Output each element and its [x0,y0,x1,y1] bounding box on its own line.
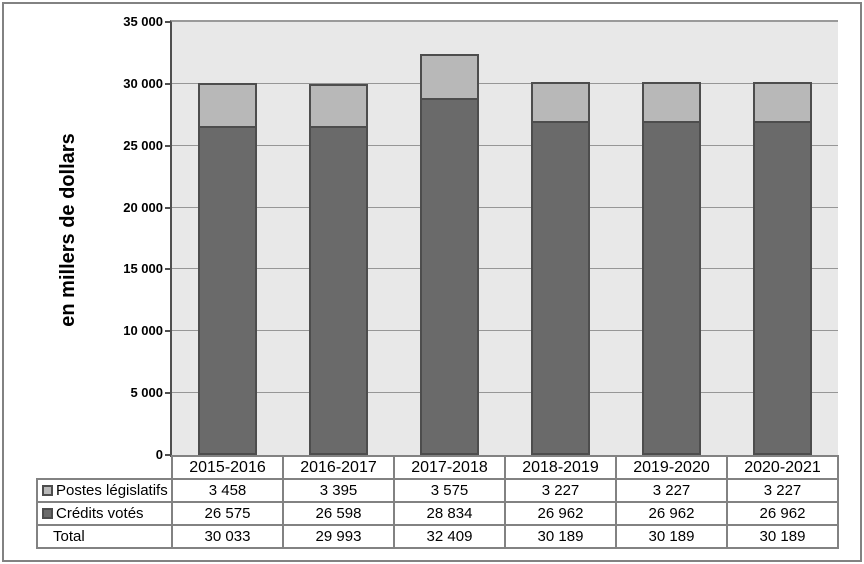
bar-segment-postes-legislatifs-2017-2018 [420,54,479,101]
y-axis-tickmark [165,206,170,209]
value-cell: 3 458 [171,478,284,503]
y-axis-tickmark [165,268,170,271]
plot-inner [172,22,838,455]
y-axis-tickmark [165,82,170,85]
y-axis-tick-label: 30 000 [123,75,163,91]
value-cell: 3 575 [393,478,506,503]
gridline [172,268,838,270]
table-header-row: 2015-2016 2016-2017 2017-2018 2018-2019 2019… [37,455,839,480]
value-cell: 30 033 [171,524,284,549]
y-axis-tickmark [165,144,170,147]
bar-segment-postes-legislatifs-2016-2017 [309,83,368,128]
y-axis-tickmark [165,330,170,333]
bar-segment-credits-votes-2019-2020 [642,121,701,455]
y-axis-label: en millers de dollars [57,133,79,327]
value-cell: 26 962 [504,501,617,526]
bar-segment-credits-votes-2015-2016 [198,126,257,455]
gridline [172,392,838,394]
value-cell: 32 409 [393,524,506,549]
column-header-2018-2019: 2018-2019 [504,455,617,480]
value-cell: 3 227 [615,478,728,503]
bar-segment-credits-votes-2020-2021 [753,121,812,455]
value-cell: 30 189 [615,524,728,549]
column-header-2020-2021: 2020-2021 [726,455,839,480]
y-axis-tickmark [165,454,170,456]
y-axis-tick-label: 5 000 [130,385,163,401]
value-cell: 26 575 [171,501,284,526]
value-cell: 3 395 [282,478,395,503]
y-axis-tick-label: 10 000 [123,323,163,339]
gridline [172,144,838,146]
value-cell: 30 189 [504,524,617,549]
column-header-2016-2017: 2016-2017 [282,455,395,480]
legend-swatch [42,508,53,519]
bar-segment-postes-legislatifs-2015-2016 [198,83,257,129]
bar-segment-credits-votes-2017-2018 [420,98,479,455]
row-label-Postes législatifs: Postes législatifs [36,478,173,503]
y-axis-tick-label: 15 000 [123,261,163,277]
y-axis-tick-label: 35 000 [123,14,163,29]
bar-segment-postes-legislatifs-2018-2019 [531,81,590,124]
gridline [172,330,838,332]
bar-segment-credits-votes-2016-2017 [309,125,368,455]
table-corner [37,456,172,479]
value-cell: 28 834 [393,501,506,526]
y-axis-tick-label: 20 000 [123,199,163,215]
bar-segment-postes-legislatifs-2020-2021 [753,81,812,124]
table-row: Postes législatifs 3 458 3 395 3 575 3 227 3 … [36,478,839,503]
value-cell: 26 962 [615,501,728,526]
y-axis-tickmark [165,21,170,23]
y-axis-tickmark [165,392,170,395]
row-label-Total: Total [36,524,173,549]
value-cell: 26 598 [282,501,395,526]
column-header-2015-2016: 2015-2016 [171,455,284,480]
y-axis-tick-label: 25 000 [123,137,163,153]
gridline [172,206,838,208]
bar-segment-postes-legislatifs-2019-2020 [642,81,701,124]
table-row: Total 30 033 29 993 32 409 30 189 30 189 30 18… [36,524,839,549]
value-cell: 26 962 [726,501,839,526]
y-axis-tick-label: 0 [155,447,163,462]
value-cell: 29 993 [282,524,395,549]
value-cell: 3 227 [726,478,839,503]
value-cell: 3 227 [504,478,617,503]
table-row: Crédits votés 26 575 26 598 28 834 26 962 26 … [36,501,839,526]
data-table: 2015-2016 2016-2017 2017-2018 2018-2019 2019… [36,455,839,549]
bar-segment-credits-votes-2018-2019 [531,121,590,455]
value-cell: 30 189 [726,524,839,549]
plot-area [170,20,838,457]
column-header-2019-2020: 2019-2020 [615,455,728,480]
gridline [172,82,838,84]
legend-swatch [42,485,53,496]
column-header-2017-2018: 2017-2018 [393,455,506,480]
row-label-Crédits votés: Crédits votés [36,501,173,526]
